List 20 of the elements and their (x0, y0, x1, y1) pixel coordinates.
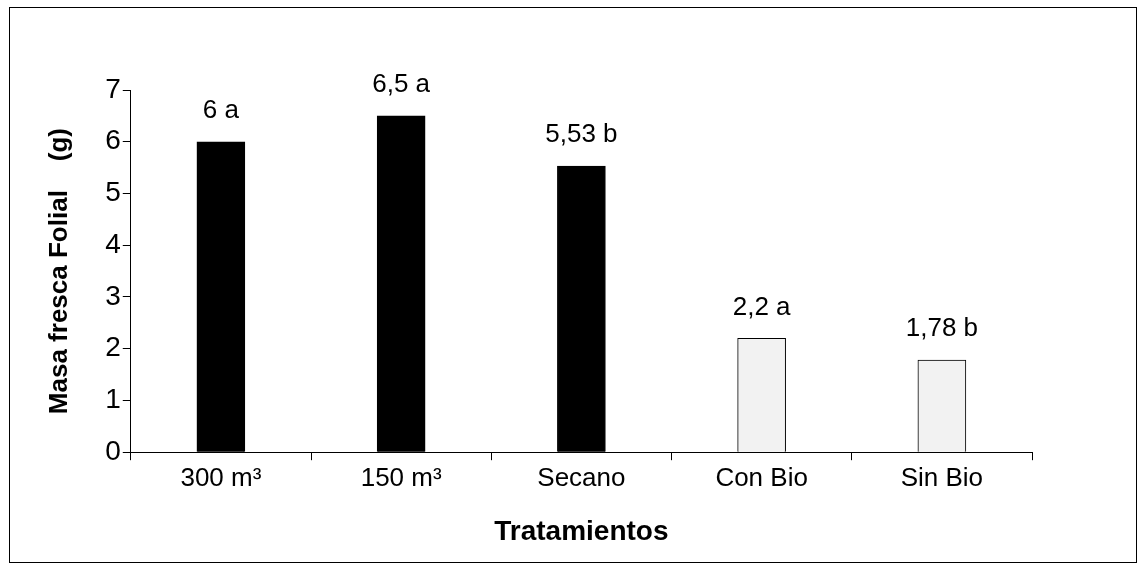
data-label: 5,53 b (545, 118, 618, 149)
y-tick-label: 6 (105, 124, 121, 156)
y-tick-label: 3 (105, 279, 121, 311)
y-axis-title: Masa fresca Folial (g) (42, 128, 73, 415)
x-tick-label: Con Bio (715, 461, 808, 492)
x-tick-label: Secano (537, 461, 626, 492)
y-tick-label: 1 (105, 383, 121, 415)
data-label: 2,2 a (732, 290, 792, 321)
data-label: 1,78 b (905, 312, 979, 343)
x-tick-label: 150 m³ (360, 461, 442, 492)
data-label: 6 a (202, 93, 240, 124)
y-tick-label: 5 (105, 176, 121, 208)
y-tick-label: 0 (105, 434, 121, 466)
y-tick-label: 7 (105, 72, 121, 104)
y-tick-label: 2 (105, 331, 121, 363)
x-axis-title: Tratamientos (494, 514, 669, 546)
x-tick-label: 300 m³ (180, 461, 262, 492)
x-tick-label: Sin Bio (900, 461, 984, 492)
y-tick-label: 4 (105, 227, 121, 259)
data-label: 6,5 a (372, 68, 431, 99)
